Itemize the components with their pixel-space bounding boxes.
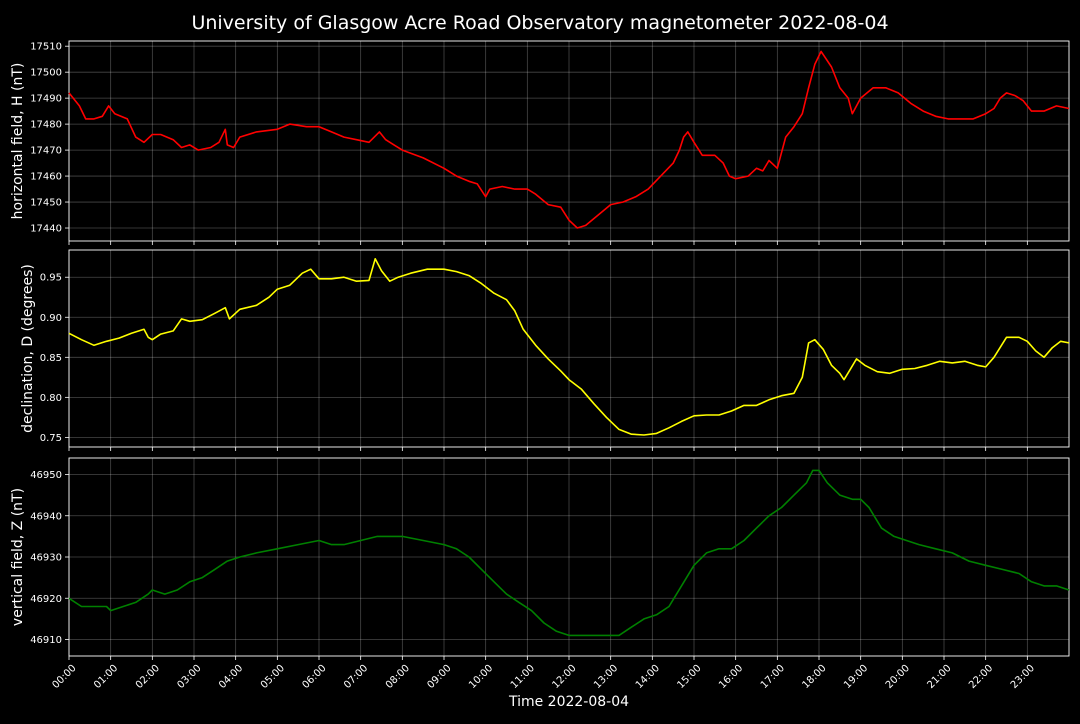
y-tick-label: 0.85 [40, 353, 62, 364]
y-axis-label: vertical field, Z (nT) [10, 488, 26, 626]
series-line [68, 50, 1070, 229]
panel-frame [68, 457, 1070, 657]
y-tick-label: 0.90 [40, 313, 62, 324]
series-line [68, 469, 1070, 637]
y-tick-label: 46910 [30, 635, 62, 646]
panel-2: 0.75 0.80 0.85 0.90 0.95 declination, D (degr… [20, 249, 1070, 451]
y-tick-label: 46920 [30, 594, 62, 605]
y-tick-label: 46940 [30, 511, 62, 522]
y-tick-label: 46930 [30, 553, 62, 564]
y-tick-label: 17490 [30, 94, 62, 105]
panel-frame [68, 40, 1070, 242]
x-axis-label: Time 2022-08-04 [508, 694, 629, 710]
panel-frame [68, 249, 1070, 448]
y-tick-label: 0.80 [40, 393, 62, 404]
y-tick-label: 0.75 [40, 433, 62, 444]
y-tick-label: 17500 [30, 68, 62, 79]
panel-3: 46910 46920 46930 46940 46950 vertical field,… [10, 457, 1070, 660]
y-tick-label: 17510 [30, 42, 62, 53]
series-line [68, 258, 1070, 436]
y-axis-label: declination, D (degrees) [20, 264, 36, 433]
y-tick-label: 0.95 [40, 273, 62, 284]
y-tick-label: 17440 [30, 224, 62, 235]
y-tick-label: 17470 [30, 146, 62, 157]
chart-title: University of Glasgow Acre Road Observat… [191, 12, 888, 34]
y-axis-label: horizontal field, H (nT) [10, 63, 26, 220]
y-tick-label: 17450 [30, 198, 62, 209]
panel-1: 17440 17450 17460 17470 17480 17490 17500 17510… [10, 40, 1070, 245]
y-tick-label: 46950 [30, 470, 62, 481]
y-tick-label: 17480 [30, 120, 62, 131]
y-tick-label: 17460 [30, 172, 62, 183]
